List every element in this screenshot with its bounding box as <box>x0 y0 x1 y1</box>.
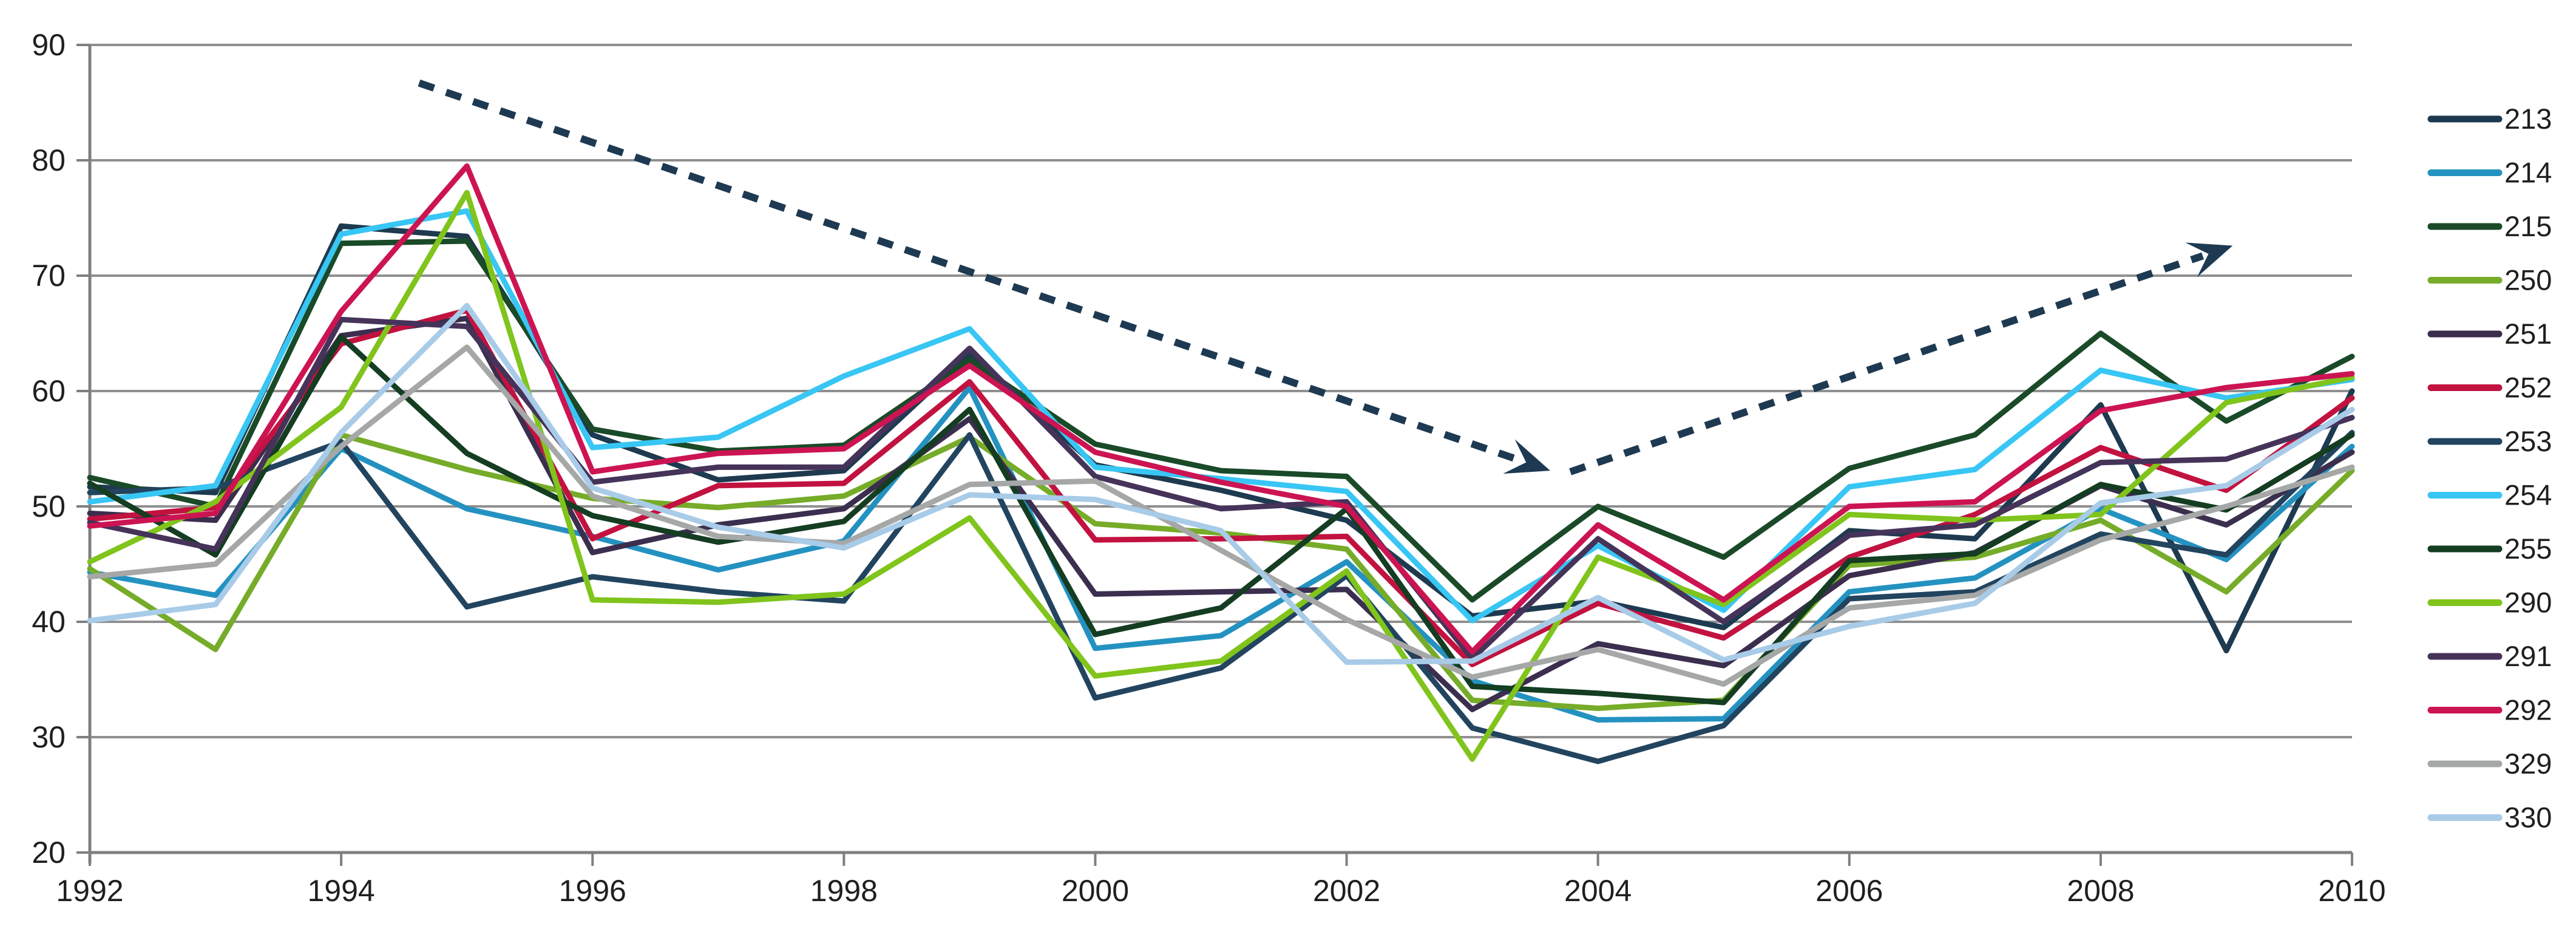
y-axis-label-80: 80 <box>32 143 66 177</box>
x-axis-label-1992: 1992 <box>56 874 123 908</box>
legend-item-252[interactable]: 252 <box>2427 372 2552 404</box>
y-axis-label-60: 60 <box>32 374 66 408</box>
legend-label-251: 251 <box>2504 318 2552 350</box>
legend-item-213[interactable]: 213 <box>2427 103 2552 135</box>
trend-arrow-up <box>1569 252 2205 475</box>
trend-arrow-down-head-icon <box>1503 439 1550 474</box>
legend-item-214[interactable]: 214 <box>2427 157 2552 189</box>
legend-item-329[interactable]: 329 <box>2427 747 2552 780</box>
series-line-214[interactable] <box>87 384 2355 723</box>
y-axis-label-50: 50 <box>32 489 66 523</box>
legend-item-250[interactable]: 250 <box>2427 264 2552 296</box>
series-line-252[interactable] <box>87 307 2355 667</box>
legend-item-215[interactable]: 215 <box>2427 210 2552 242</box>
trend-arrow-up-head-icon <box>2185 242 2233 277</box>
series-line-330[interactable] <box>87 302 2355 665</box>
legend-item-290[interactable]: 290 <box>2427 587 2552 619</box>
legend-item-253[interactable]: 253 <box>2427 425 2552 457</box>
series-line-292[interactable] <box>87 163 2355 655</box>
x-axis-label-1994: 1994 <box>307 874 375 908</box>
legend-label-291: 291 <box>2504 640 2552 672</box>
trend-arrow-down <box>418 80 1522 464</box>
legend-label-253: 253 <box>2504 425 2552 457</box>
x-axis-label-1998: 1998 <box>810 874 878 908</box>
y-axis-label-30: 30 <box>32 720 66 754</box>
x-axis-label-1996: 1996 <box>559 874 626 908</box>
legend-label-250: 250 <box>2504 264 2552 296</box>
series-line-253[interactable] <box>87 429 2355 764</box>
series-line-291[interactable] <box>87 316 2355 662</box>
series-line-255[interactable] <box>87 334 2355 706</box>
series-line-290[interactable] <box>87 189 2355 762</box>
legend-label-255: 255 <box>2504 533 2552 565</box>
legend-item-330[interactable]: 330 <box>2427 802 2552 834</box>
legend-item-251[interactable]: 251 <box>2427 318 2552 350</box>
legend-label-214: 214 <box>2504 157 2552 189</box>
series-line-215[interactable] <box>87 238 2355 603</box>
series-line-254[interactable] <box>87 208 2355 624</box>
legend-item-292[interactable]: 292 <box>2427 694 2552 726</box>
legend-item-291[interactable]: 291 <box>2427 640 2552 672</box>
legend-label-254: 254 <box>2504 479 2552 511</box>
y-axis-label-40: 40 <box>32 605 66 639</box>
x-axis-label-2002: 2002 <box>1313 874 1380 908</box>
x-axis-label-2010: 2010 <box>2318 874 2385 908</box>
legend-label-213: 213 <box>2504 103 2552 135</box>
legend-item-254[interactable]: 254 <box>2427 479 2552 511</box>
x-axis-label-2004: 2004 <box>1564 874 1632 908</box>
x-axis-label-2006: 2006 <box>1815 874 1883 908</box>
legend-label-329: 329 <box>2504 747 2552 780</box>
y-axis-label-90: 90 <box>32 28 66 62</box>
y-axis-label-70: 70 <box>32 259 66 293</box>
legend-label-330: 330 <box>2504 802 2552 834</box>
series-line-329[interactable] <box>87 344 2355 687</box>
legend-label-290: 290 <box>2504 587 2552 619</box>
y-axis-label-20: 20 <box>32 836 66 870</box>
legend-label-252: 252 <box>2504 372 2552 404</box>
x-axis-label-2008: 2008 <box>2067 874 2134 908</box>
legend-item-255[interactable]: 255 <box>2427 533 2552 565</box>
legend-label-292: 292 <box>2504 694 2552 726</box>
x-axis-label-2000: 2000 <box>1062 874 1129 908</box>
legend-label-215: 215 <box>2504 210 2552 242</box>
series-line-213[interactable] <box>87 223 2355 653</box>
